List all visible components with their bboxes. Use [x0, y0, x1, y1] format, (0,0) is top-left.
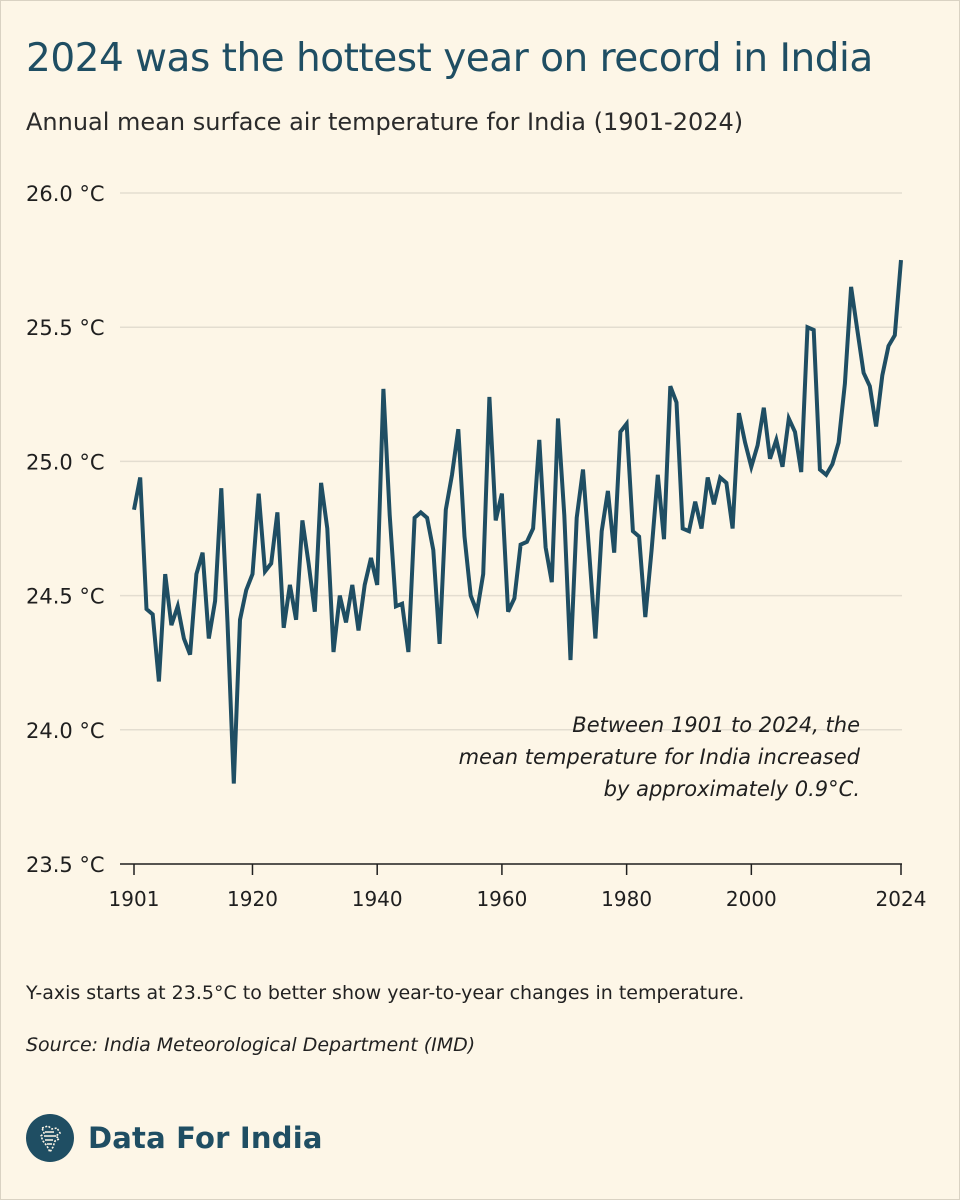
y-tick-label: 24.5 °C — [26, 585, 105, 609]
y-tick-label: 25.0 °C — [26, 450, 105, 474]
india-map-logo-icon — [26, 1114, 74, 1162]
source-note: Source: India Meteorological Department … — [26, 1034, 476, 1056]
gridlines — [120, 192, 902, 865]
chart-subtitle: Annual mean surface air temperature for … — [26, 108, 744, 136]
temperature-series-line — [132, 259, 903, 784]
series-group — [132, 259, 903, 784]
annotation-line: Between 1901 to 2024, the — [572, 713, 860, 737]
x-tick-label: 1901 — [109, 887, 160, 911]
x-tick-label: 1920 — [227, 887, 278, 911]
y-tick-label: 26.0 °C — [26, 182, 105, 206]
line-chart: 23.5 °C 24.0 °C 24.5 °C 25.0 °C 25.5 °C 26.0 … — [26, 182, 927, 911]
x-tick-label: 2024 — [876, 887, 927, 911]
y-tick-label: 25.5 °C — [26, 316, 105, 340]
page-title: 2024 was the hottest year on record in I… — [26, 36, 873, 81]
annotation: Between 1901 to 2024, the mean temperatur… — [459, 713, 861, 801]
x-tick-label: 1980 — [601, 887, 652, 911]
y-tick-label: 24.0 °C — [26, 719, 105, 743]
annotation-line: mean temperature for India increased — [459, 745, 861, 769]
annotation-line: by approximately 0.9°C. — [604, 777, 860, 801]
brand-logo: Data For India — [26, 1114, 323, 1162]
y-tick-label: 23.5 °C — [26, 853, 105, 877]
x-axis-ticks: 1901 1920 1940 1960 1980 2000 2024 — [109, 864, 927, 911]
x-tick-label: 1960 — [476, 887, 527, 911]
y-axis-ticks: 23.5 °C 24.0 °C 24.5 °C 25.0 °C 25.5 °C 26.0 … — [26, 182, 105, 877]
footnote: Y-axis starts at 23.5°C to better show y… — [26, 982, 745, 1004]
x-tick-label: 2000 — [726, 887, 777, 911]
x-tick-label: 1940 — [352, 887, 403, 911]
brand-name: Data For India — [88, 1121, 323, 1155]
